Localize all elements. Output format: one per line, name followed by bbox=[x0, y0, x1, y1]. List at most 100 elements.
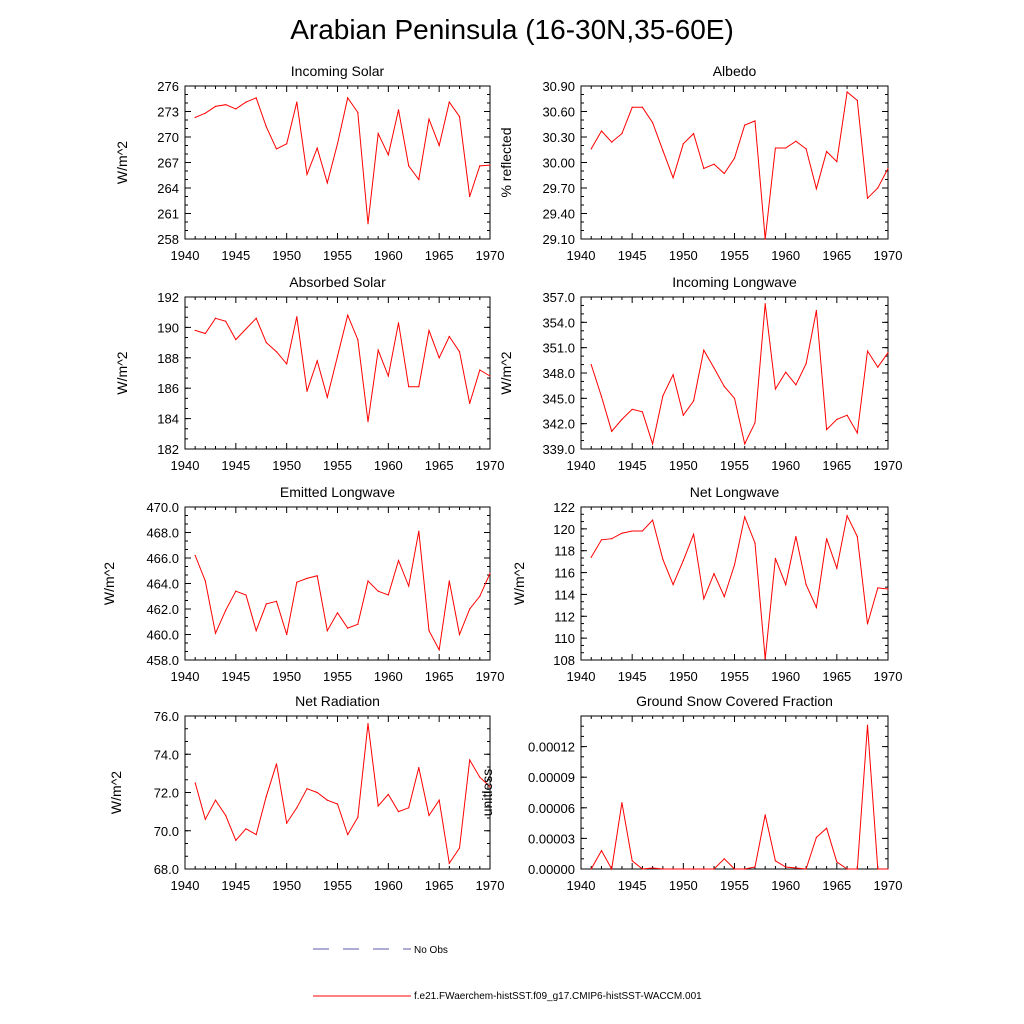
data-point bbox=[479, 165, 481, 167]
data-point bbox=[815, 606, 817, 609]
data-point bbox=[805, 583, 807, 586]
data-point bbox=[785, 147, 787, 149]
y-tick-label: 0.00006 bbox=[528, 801, 575, 816]
data-point bbox=[713, 573, 715, 575]
data-point bbox=[621, 802, 623, 804]
series-line-1 bbox=[195, 96, 491, 224]
data-point bbox=[590, 868, 592, 870]
x-tick-label: 1950 bbox=[669, 669, 698, 684]
data-point bbox=[448, 335, 450, 338]
data-point bbox=[877, 187, 879, 189]
data-point bbox=[877, 587, 879, 589]
x-tick-label: 1960 bbox=[771, 248, 800, 263]
data-point bbox=[408, 165, 410, 167]
data-point bbox=[805, 363, 807, 365]
data-point bbox=[428, 329, 430, 332]
x-tick-label: 1965 bbox=[822, 248, 851, 263]
data-point bbox=[357, 623, 359, 625]
data-point bbox=[235, 108, 237, 110]
data-point bbox=[682, 414, 684, 416]
x-tick-label: 1970 bbox=[874, 878, 903, 893]
data-point bbox=[438, 649, 440, 651]
data-point bbox=[367, 580, 369, 582]
data-point bbox=[805, 868, 807, 870]
x-tick-label: 1945 bbox=[221, 669, 250, 684]
x-tick-label: 1965 bbox=[425, 878, 454, 893]
data-point bbox=[631, 106, 633, 108]
x-tick-label: 1945 bbox=[221, 248, 250, 263]
x-tick-label: 1965 bbox=[822, 669, 851, 684]
chart-title-4: Incoming Longwave bbox=[672, 274, 797, 290]
y-tick-label: 458.0 bbox=[146, 653, 179, 668]
data-point bbox=[764, 814, 766, 816]
data-point bbox=[866, 350, 869, 352]
data-point bbox=[754, 542, 756, 544]
data-point bbox=[377, 133, 379, 135]
data-point bbox=[469, 195, 471, 198]
data-point bbox=[326, 182, 328, 184]
x-tick-label: 1970 bbox=[874, 248, 903, 263]
y-axis-label-7: W/m^2 bbox=[108, 771, 124, 814]
data-point bbox=[764, 303, 766, 305]
data-point bbox=[418, 386, 420, 388]
data-point bbox=[836, 567, 838, 569]
data-point bbox=[235, 338, 237, 341]
data-point bbox=[357, 338, 359, 341]
x-tick-label: 1940 bbox=[567, 458, 596, 473]
data-point bbox=[336, 355, 339, 357]
data-point bbox=[826, 827, 828, 829]
x-tick-label: 1940 bbox=[567, 248, 596, 263]
data-point bbox=[469, 402, 471, 404]
data-point bbox=[397, 559, 400, 562]
data-point bbox=[458, 116, 461, 118]
y-tick-label: 0.00012 bbox=[528, 740, 575, 755]
data-point bbox=[764, 658, 766, 660]
data-point bbox=[479, 776, 481, 778]
series-line-4 bbox=[590, 303, 889, 446]
y-tick-label: 29.40 bbox=[542, 207, 575, 222]
data-point bbox=[713, 163, 715, 165]
data-point bbox=[479, 595, 481, 597]
data-point bbox=[275, 351, 278, 353]
x-tick-label: 1960 bbox=[771, 669, 800, 684]
y-tick-label: 120 bbox=[553, 522, 575, 537]
main-title: Arabian Peninsula (16-30N,35-60E) bbox=[290, 14, 734, 45]
y-tick-label: 182 bbox=[157, 442, 179, 457]
data-point bbox=[194, 329, 196, 332]
data-point bbox=[438, 799, 440, 801]
data-point bbox=[887, 588, 889, 590]
series-line-2 bbox=[590, 91, 889, 240]
y-tick-label: 0.00003 bbox=[528, 831, 575, 846]
x-tick-label: 1965 bbox=[425, 669, 454, 684]
data-point bbox=[397, 109, 400, 111]
data-point bbox=[703, 868, 705, 870]
data-point bbox=[866, 197, 869, 199]
y-tick-label: 462.0 bbox=[146, 602, 179, 617]
data-point bbox=[795, 140, 797, 142]
y-axis-label-6: W/m^2 bbox=[511, 562, 527, 605]
data-point bbox=[641, 411, 644, 413]
data-point bbox=[836, 861, 838, 863]
data-point bbox=[652, 443, 654, 445]
data-point bbox=[846, 414, 848, 416]
x-tick-label: 1940 bbox=[171, 669, 200, 684]
data-point bbox=[600, 396, 603, 398]
data-point bbox=[590, 363, 592, 366]
data-point bbox=[489, 164, 491, 166]
x-tick-label: 1970 bbox=[874, 458, 903, 473]
x-tick-label: 1970 bbox=[874, 669, 903, 684]
data-point bbox=[438, 144, 440, 147]
y-tick-label: 351.0 bbox=[542, 341, 575, 356]
data-point bbox=[448, 580, 450, 582]
data-point bbox=[458, 633, 461, 636]
data-point bbox=[826, 428, 828, 431]
legend-label-model: f.e21.FWaerchem-histSST.f09_g17.CMIP6-hi… bbox=[414, 991, 702, 1002]
data-point bbox=[611, 868, 613, 870]
data-point bbox=[438, 357, 440, 359]
data-point bbox=[611, 430, 613, 432]
y-tick-label: 29.10 bbox=[542, 232, 575, 247]
data-point bbox=[214, 317, 217, 319]
data-point bbox=[682, 868, 684, 870]
y-tick-label: 74.0 bbox=[154, 747, 179, 762]
data-point bbox=[255, 97, 257, 99]
